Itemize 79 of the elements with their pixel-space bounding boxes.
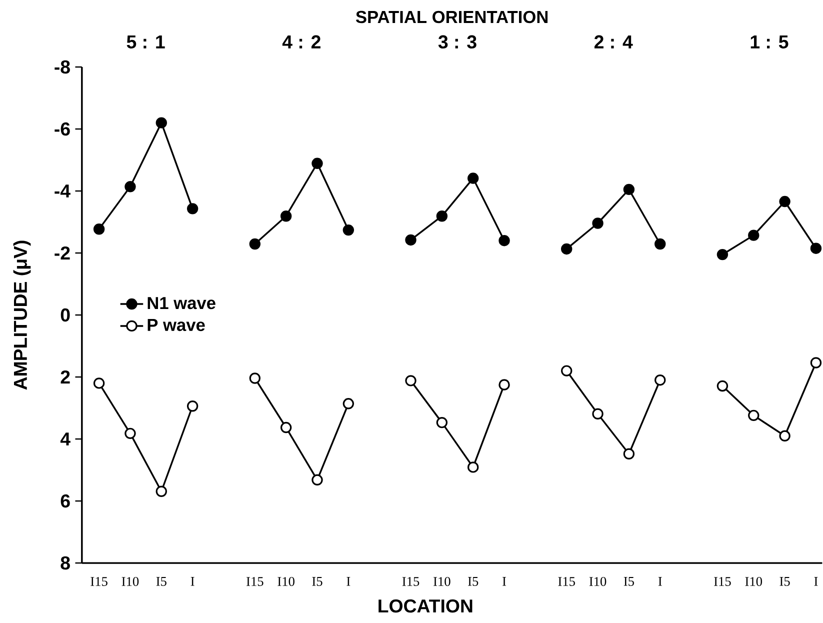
point xyxy=(561,243,572,255)
x-tick-label: I10 xyxy=(278,577,294,586)
x-tick-label: I15 xyxy=(558,577,575,586)
text: 2 : 4 xyxy=(594,35,633,48)
x-tick-label: I xyxy=(346,577,350,586)
x-tick-label: I15 xyxy=(246,577,264,586)
point xyxy=(810,242,822,254)
point xyxy=(498,234,510,246)
x-axis-title: LOCATION xyxy=(378,599,472,613)
y-tick-label: -4 xyxy=(54,184,70,198)
x-tick-label: I15 xyxy=(714,577,731,586)
point xyxy=(93,224,105,235)
point xyxy=(623,184,635,196)
y-tick-label: -6 xyxy=(54,122,70,136)
x-tick-label: I5 xyxy=(312,577,322,586)
text: 1 : 5 xyxy=(750,35,788,49)
point xyxy=(124,428,136,440)
point xyxy=(561,365,572,376)
point xyxy=(312,474,323,486)
y-tick-label: 6 xyxy=(60,494,70,508)
y-tick-label: 8 xyxy=(60,556,70,570)
point xyxy=(342,398,354,410)
x-tick-label: I5 xyxy=(468,577,478,586)
y-tick-label: -2 xyxy=(54,246,70,260)
point xyxy=(654,238,666,250)
point xyxy=(592,218,604,229)
point xyxy=(312,158,323,170)
x-tick-label: I10 xyxy=(434,577,450,586)
x-tick-label: I15 xyxy=(90,577,108,586)
x-tick-label: I xyxy=(190,577,194,586)
x-tick-label: I xyxy=(658,577,662,586)
text: 4 : 2 xyxy=(282,35,320,48)
point xyxy=(468,462,479,473)
y-tick-label: 0 xyxy=(60,308,70,322)
point xyxy=(779,196,790,208)
point xyxy=(186,400,198,412)
x-tick-label: I xyxy=(502,577,506,586)
point xyxy=(716,380,728,392)
point xyxy=(468,172,479,184)
chart-title: SPATIAL ORIENTATION xyxy=(356,10,548,24)
point xyxy=(436,210,448,222)
legend-label: P wave xyxy=(148,319,205,332)
point xyxy=(748,230,760,241)
legend-label: N1 wave xyxy=(148,297,216,310)
point xyxy=(405,375,416,386)
x-tick-label: I15 xyxy=(402,577,420,586)
point xyxy=(342,224,354,236)
x-tick-label: I10 xyxy=(122,577,139,586)
x-tick-label: I10 xyxy=(745,577,762,586)
point xyxy=(249,372,261,384)
point xyxy=(280,422,292,434)
point xyxy=(249,238,261,250)
point xyxy=(436,416,448,428)
y-axis-title: AMPLITUDE (μV) xyxy=(13,240,31,390)
x-tick-label: I5 xyxy=(780,577,790,586)
y-tick-label: 2 xyxy=(60,370,70,384)
x-tick-label: I xyxy=(814,577,818,586)
x-tick-label: I10 xyxy=(589,577,606,586)
point xyxy=(810,357,822,368)
point xyxy=(498,379,510,390)
point xyxy=(623,448,635,460)
point xyxy=(280,210,292,222)
point xyxy=(124,181,136,192)
point xyxy=(779,430,790,442)
y-tick-label: 4 xyxy=(60,432,70,446)
point xyxy=(716,248,728,260)
point xyxy=(748,410,760,422)
point xyxy=(654,374,666,386)
point xyxy=(156,486,167,497)
text: 3 : 3 xyxy=(438,35,476,49)
x-tick-label: I5 xyxy=(156,577,166,586)
point xyxy=(156,117,167,128)
point xyxy=(93,378,105,389)
point xyxy=(592,408,604,420)
text: 5 : 1 xyxy=(126,35,165,49)
point xyxy=(405,234,416,246)
x-tick-label: I5 xyxy=(624,577,634,586)
point xyxy=(186,203,198,214)
y-tick-label: -8 xyxy=(54,60,70,74)
